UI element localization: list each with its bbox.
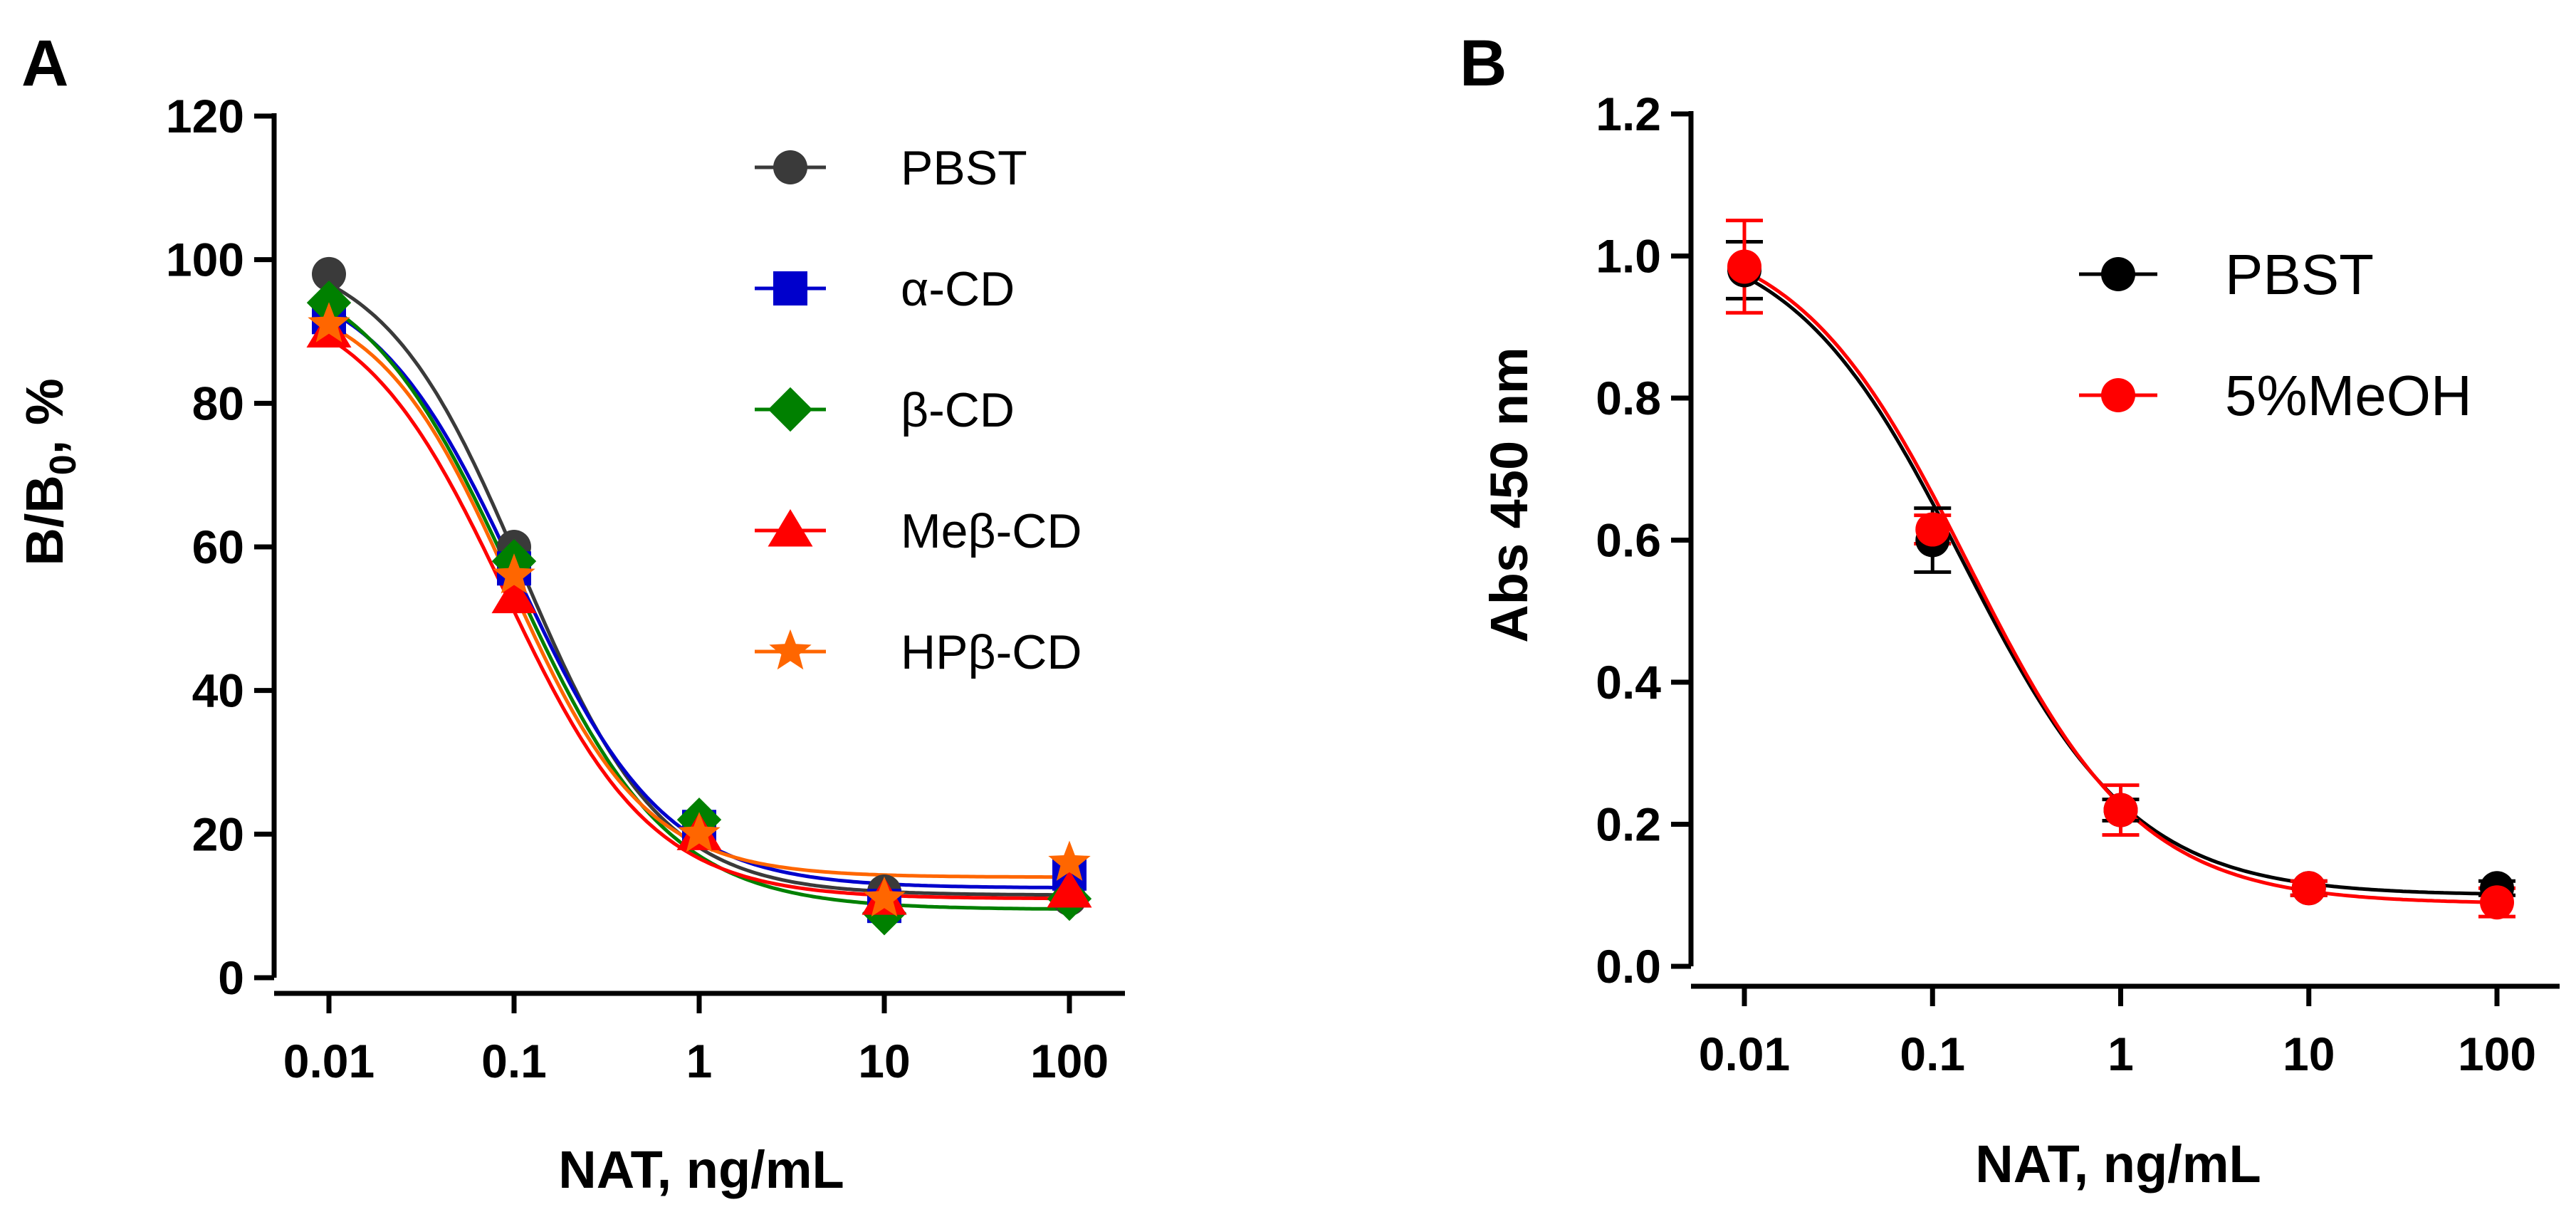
panel-a-legend: PBST α-CD β-CD Meβ-CD HPβ-CD [755,141,1082,679]
b-legend-marker [2101,257,2135,291]
a-point-PBST [312,256,346,291]
panel-a-y-axis-title-sub: 0 [43,454,84,475]
a-point-Meβ-CD [1047,870,1092,908]
a-legend-label: α-CD [901,262,1015,316]
a-legend-marker [769,629,812,670]
a-x-tick-label: 1 [686,1035,713,1087]
b-y-tick-label: 0.8 [1596,372,1661,424]
a-fit-curve-β-CD [328,305,1070,911]
b-x-tick-label: 1 [2108,1028,2134,1080]
panel-a-x-axis-title: NAT, ng/mL [558,1140,844,1199]
a-legend-marker [768,387,813,432]
b-y-tick-label: 0.0 [1596,940,1661,993]
a-point-HPβ-CD [308,302,350,343]
b-legend-marker [2101,378,2135,412]
panel-b-y-axis-title: Abs 450 nm [1480,347,1539,642]
a-y-tick-label: 100 [166,234,244,286]
a-y-tick-label: 40 [192,664,244,717]
panel-a-axes: 0 20 40 60 80 100 120 0.01 0.1 1 10 100 [166,90,1125,1087]
a-x-tick-label: 0.01 [283,1035,375,1087]
b-y-tick-label: 1.2 [1596,88,1661,140]
a-fit-curve-Meβ-CD [328,337,1069,901]
a-legend-marker [773,271,807,305]
a-y-tick-label: 120 [166,90,244,142]
a-y-tick-label: 80 [192,377,244,429]
a-legend-item: Meβ-CD [755,504,1082,558]
a-legend-item: PBST [755,141,1027,195]
panel-b-label: B [1460,27,1507,100]
b-legend-item: 5%MeOH [2079,364,2472,427]
b-y-tick-label: 0.6 [1596,514,1661,567]
a-legend-item: β-CD [755,383,1015,437]
b-point-5%MeOH [2291,871,2326,906]
a-x-tick-label: 10 [858,1035,910,1087]
b-legend-item: PBST [2079,243,2374,306]
b-legend-label: PBST [2225,243,2374,306]
a-x-tick-label: 0.1 [481,1035,547,1087]
panel-b-data-points [1727,249,2514,920]
a-legend-item: HPβ-CD [755,625,1082,679]
b-x-tick-label: 0.1 [1900,1028,1965,1080]
a-point-HPβ-CD [863,876,906,917]
a-x-tick-label: 100 [1030,1035,1109,1087]
b-point-5%MeOH [1915,512,1950,547]
a-y-tick-label: 0 [218,951,244,1004]
a-legend-marker [773,150,807,184]
panel-b: B 0.0 0.2 0.4 0.6 0.8 1.0 1.2 0.01 0.1 1 10 100 PBS… [1460,27,2560,1193]
a-point-HPβ-CD [1048,840,1091,881]
b-x-tick-label: 100 [2458,1028,2536,1080]
panel-a: A 0 20 40 60 80 100 120 0.01 0.1 1 10 100 PBST α-CD β… [15,27,1125,1199]
panel-a-y-axis-title: B/B0, % [15,378,84,565]
panel-b-axes: 0.0 0.2 0.4 0.6 0.8 1.0 1.2 0.01 0.1 1 10 100 [1596,88,2560,1080]
b-x-tick-label: 10 [2283,1028,2335,1080]
panel-a-y-axis-title-main: B/B [15,475,74,565]
b-x-tick-label: 0.01 [1699,1028,1790,1080]
a-point-HPβ-CD [493,553,535,594]
a-legend-item: α-CD [755,262,1015,316]
b-point-5%MeOH [2480,885,2514,920]
b-legend-label: 5%MeOH [2225,364,2472,427]
a-legend-label: β-CD [901,383,1015,437]
a-legend-label: Meβ-CD [901,504,1082,558]
panel-a-data-points [306,256,1092,936]
b-y-tick-label: 0.4 [1596,656,1661,709]
a-point-HPβ-CD [678,812,721,852]
b-y-tick-label: 0.2 [1596,798,1661,851]
b-y-tick-label: 1.0 [1596,230,1661,283]
panel-b-x-axis-title: NAT, ng/mL [1975,1134,2261,1193]
a-legend-marker [768,509,813,547]
b-point-5%MeOH [1727,249,1761,284]
a-legend-label: PBST [901,141,1027,195]
a-point-Meβ-CD [491,575,537,614]
panel-a-label: A [21,27,68,100]
panel-a-y-axis-title-tail: , % [15,378,74,454]
panel-b-legend: PBST 5%MeOH [2079,243,2472,427]
b-point-5%MeOH [2103,793,2138,827]
a-y-tick-label: 60 [192,521,244,573]
a-legend-label: HPβ-CD [901,625,1082,679]
a-y-tick-label: 20 [192,808,244,860]
